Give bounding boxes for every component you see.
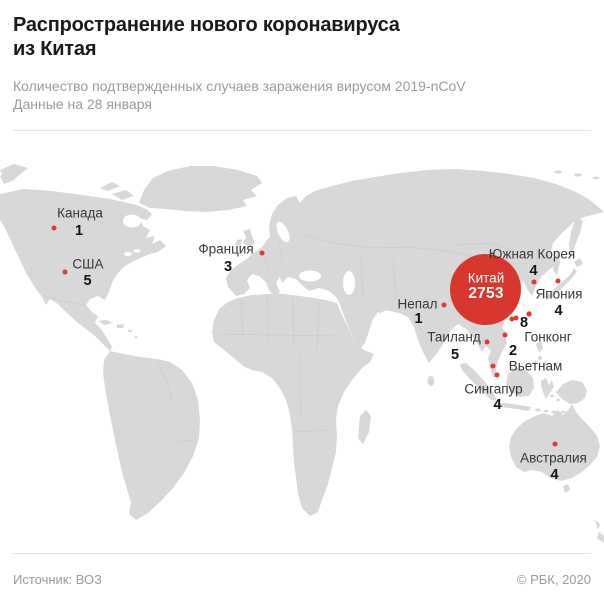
china-country-label: Китай [467,270,505,285]
country-borders [15,234,517,443]
japan-country-label: Япония [535,286,583,301]
singapore-case-dot [494,372,500,378]
landmasses [0,164,604,543]
unlabeled-case-dot-1 [509,316,515,322]
thailand-case-dot [484,339,490,345]
france-case-count: 3 [223,258,233,275]
thailand-country-label: Таиланд [427,329,481,345]
page-subtitle-line-2: Данные на 28 января [13,96,152,112]
page-title-line-1: Распространение нового коронавируса [13,14,400,36]
header-divider [13,130,591,131]
lakes-and-seas [123,214,391,318]
south-korea-case-dot [531,279,537,285]
footer-divider [13,553,591,554]
copyright-note: © РБК, 2020 [516,572,591,587]
nepal-case-dot [441,302,447,308]
unlabeled-case-dot-2 [526,311,532,317]
vietnam-country-label: Вьетнам [508,358,563,373]
hong-kong-case-count: 8 [519,314,529,331]
australia-case-dot [552,441,558,447]
nepal-case-count: 1 [414,310,423,327]
australia-country-label: Австралия [520,450,587,465]
page-subtitle-line-1: Количество подтвержденных случаев зараже… [13,78,466,94]
france-country-label: Франция [198,241,254,257]
south-korea-case-count: 4 [529,263,538,279]
japan-case-dot [555,278,561,284]
usa-case-dot [62,269,68,275]
vietnam-case-dot [502,332,508,338]
canada-country-label: Канада [57,205,103,221]
hong-kong-country-label: Гонконг [524,329,572,345]
nepal-country-label: Непал [397,296,438,311]
singapore-country-label: Сингапур [464,381,523,396]
japan-case-count: 4 [554,303,563,319]
canada-case-count: 1 [74,223,84,239]
unlabeled-case-dot-3 [490,363,496,369]
canada-case-dot [51,225,57,231]
china-bubble [450,254,521,325]
world-map-svg [0,164,604,543]
thailand-case-count: 5 [450,347,460,363]
australia-case-count: 4 [550,467,559,483]
world-map: Канада 1 США 5 Франция 3 Непал 1 Китай 2753 Южная … [0,130,604,555]
page-subtitle: Количество подтвержденных случаев зараже… [13,77,466,113]
source-note: Источник: ВОЗ [13,572,102,587]
usa-country-label: США [72,256,104,272]
hong-kong-case-dot [513,315,519,321]
page-title-line-2: из Китая [13,38,97,60]
usa-case-count: 5 [83,273,92,289]
singapore-case-count: 4 [493,396,502,413]
vietnam-case-count: 2 [508,342,518,359]
france-case-dot [259,250,265,256]
china-case-count: 2753 [468,285,504,302]
south-korea-country-label: Южная Корея [488,246,576,262]
page-title: Распространение нового коронавируса из К… [13,13,400,61]
